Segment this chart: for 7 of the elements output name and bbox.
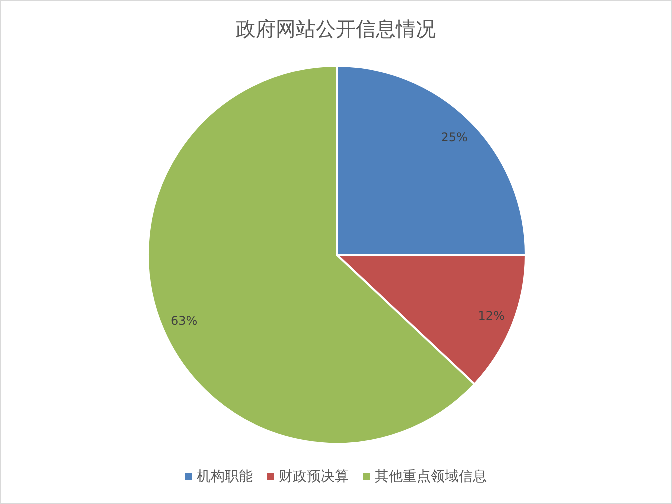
- data-label: 63%: [171, 314, 198, 328]
- data-label: 12%: [478, 309, 505, 324]
- chart-title: 政府网站公开信息情况: [236, 17, 436, 41]
- legend-label: 财政预决算: [279, 469, 349, 485]
- legend-label: 机构职能: [197, 469, 253, 485]
- legend-label: 其他重点领域信息: [375, 469, 487, 485]
- data-label: 25%: [441, 130, 468, 144]
